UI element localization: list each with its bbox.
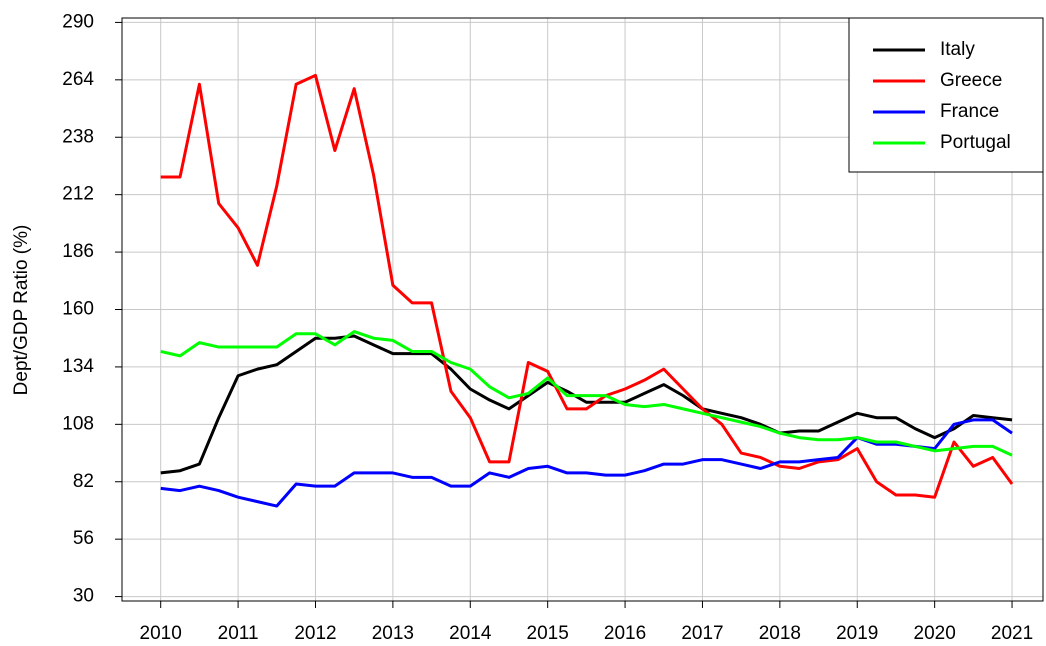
x-tick-label: 2010: [140, 623, 182, 644]
y-tick-label: 108: [62, 413, 94, 434]
y-tick-label: 290: [62, 11, 94, 32]
series-line: [160, 73, 1014, 499]
y-tick-label: 134: [62, 356, 94, 377]
series-line: [160, 334, 1013, 475]
legend-label: Portugal: [940, 132, 1011, 153]
x-tick-label: 2021: [991, 623, 1033, 644]
x-tick-label: 2015: [527, 623, 569, 644]
y-tick-label: 30: [73, 586, 94, 607]
series-line: [160, 330, 1013, 457]
y-axis-label: Dept/GDP Ratio (%): [11, 225, 32, 396]
y-tick-label: 82: [73, 471, 94, 492]
x-tick-label: 2018: [759, 623, 801, 644]
legend-label: Greece: [940, 70, 1002, 91]
y-tick-label: 56: [73, 528, 94, 549]
y-tick-label: 160: [62, 299, 94, 320]
x-tick-label: 2012: [294, 623, 336, 644]
x-tick-label: 2016: [604, 623, 646, 644]
x-tick-label: 2014: [449, 623, 492, 644]
x-tick-label: 2020: [914, 623, 956, 644]
x-tick-label: 2019: [836, 623, 878, 644]
y-tick-label: 186: [62, 241, 94, 262]
plot-frame: [121, 17, 1044, 602]
legend-box: [848, 17, 1044, 173]
legend-label: Italy: [940, 39, 975, 60]
x-tick-label: 2011: [218, 623, 259, 644]
series-line: [160, 418, 1013, 508]
x-tick-label: 2013: [372, 623, 414, 644]
y-tick-label: 238: [62, 126, 94, 147]
y-tick-label: 264: [62, 69, 94, 90]
legend-label: France: [940, 101, 999, 122]
x-tick-label: 2017: [681, 623, 723, 644]
y-tick-label: 212: [62, 184, 94, 205]
